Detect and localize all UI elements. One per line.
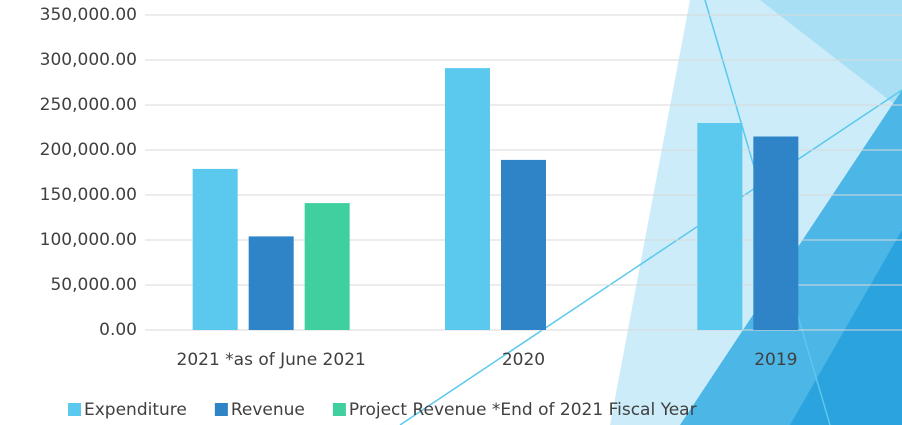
y-tick-label: 300,000.00: [40, 50, 137, 70]
y-tick-label: 350,000.00: [40, 5, 137, 25]
legend-swatch: [214, 403, 228, 416]
legend-swatch: [332, 403, 346, 416]
x-tick-label: 2019: [754, 350, 797, 370]
bar: [304, 203, 350, 330]
legend-label: Revenue: [231, 400, 305, 420]
legend-label: Expenditure: [84, 400, 187, 420]
y-tick-label: 50,000.00: [50, 275, 137, 295]
bar: [753, 136, 799, 330]
y-tick-label: 0.00: [99, 320, 137, 340]
bar: [192, 168, 238, 330]
x-tick-label: 2020: [502, 350, 545, 370]
bar: [248, 236, 294, 330]
y-tick-label: 200,000.00: [40, 140, 137, 160]
bar: [445, 68, 490, 330]
y-tick-label: 250,000.00: [40, 95, 137, 115]
y-tick-label: 100,000.00: [40, 230, 137, 250]
legend-label: Project Revenue *End of 2021 Fiscal Year: [349, 400, 697, 420]
bar: [501, 159, 546, 330]
bar: [697, 123, 743, 330]
x-tick-label: 2021 *as of June 2021: [177, 350, 366, 370]
y-tick-label: 150,000.00: [40, 185, 137, 205]
legend-swatch: [68, 403, 81, 416]
